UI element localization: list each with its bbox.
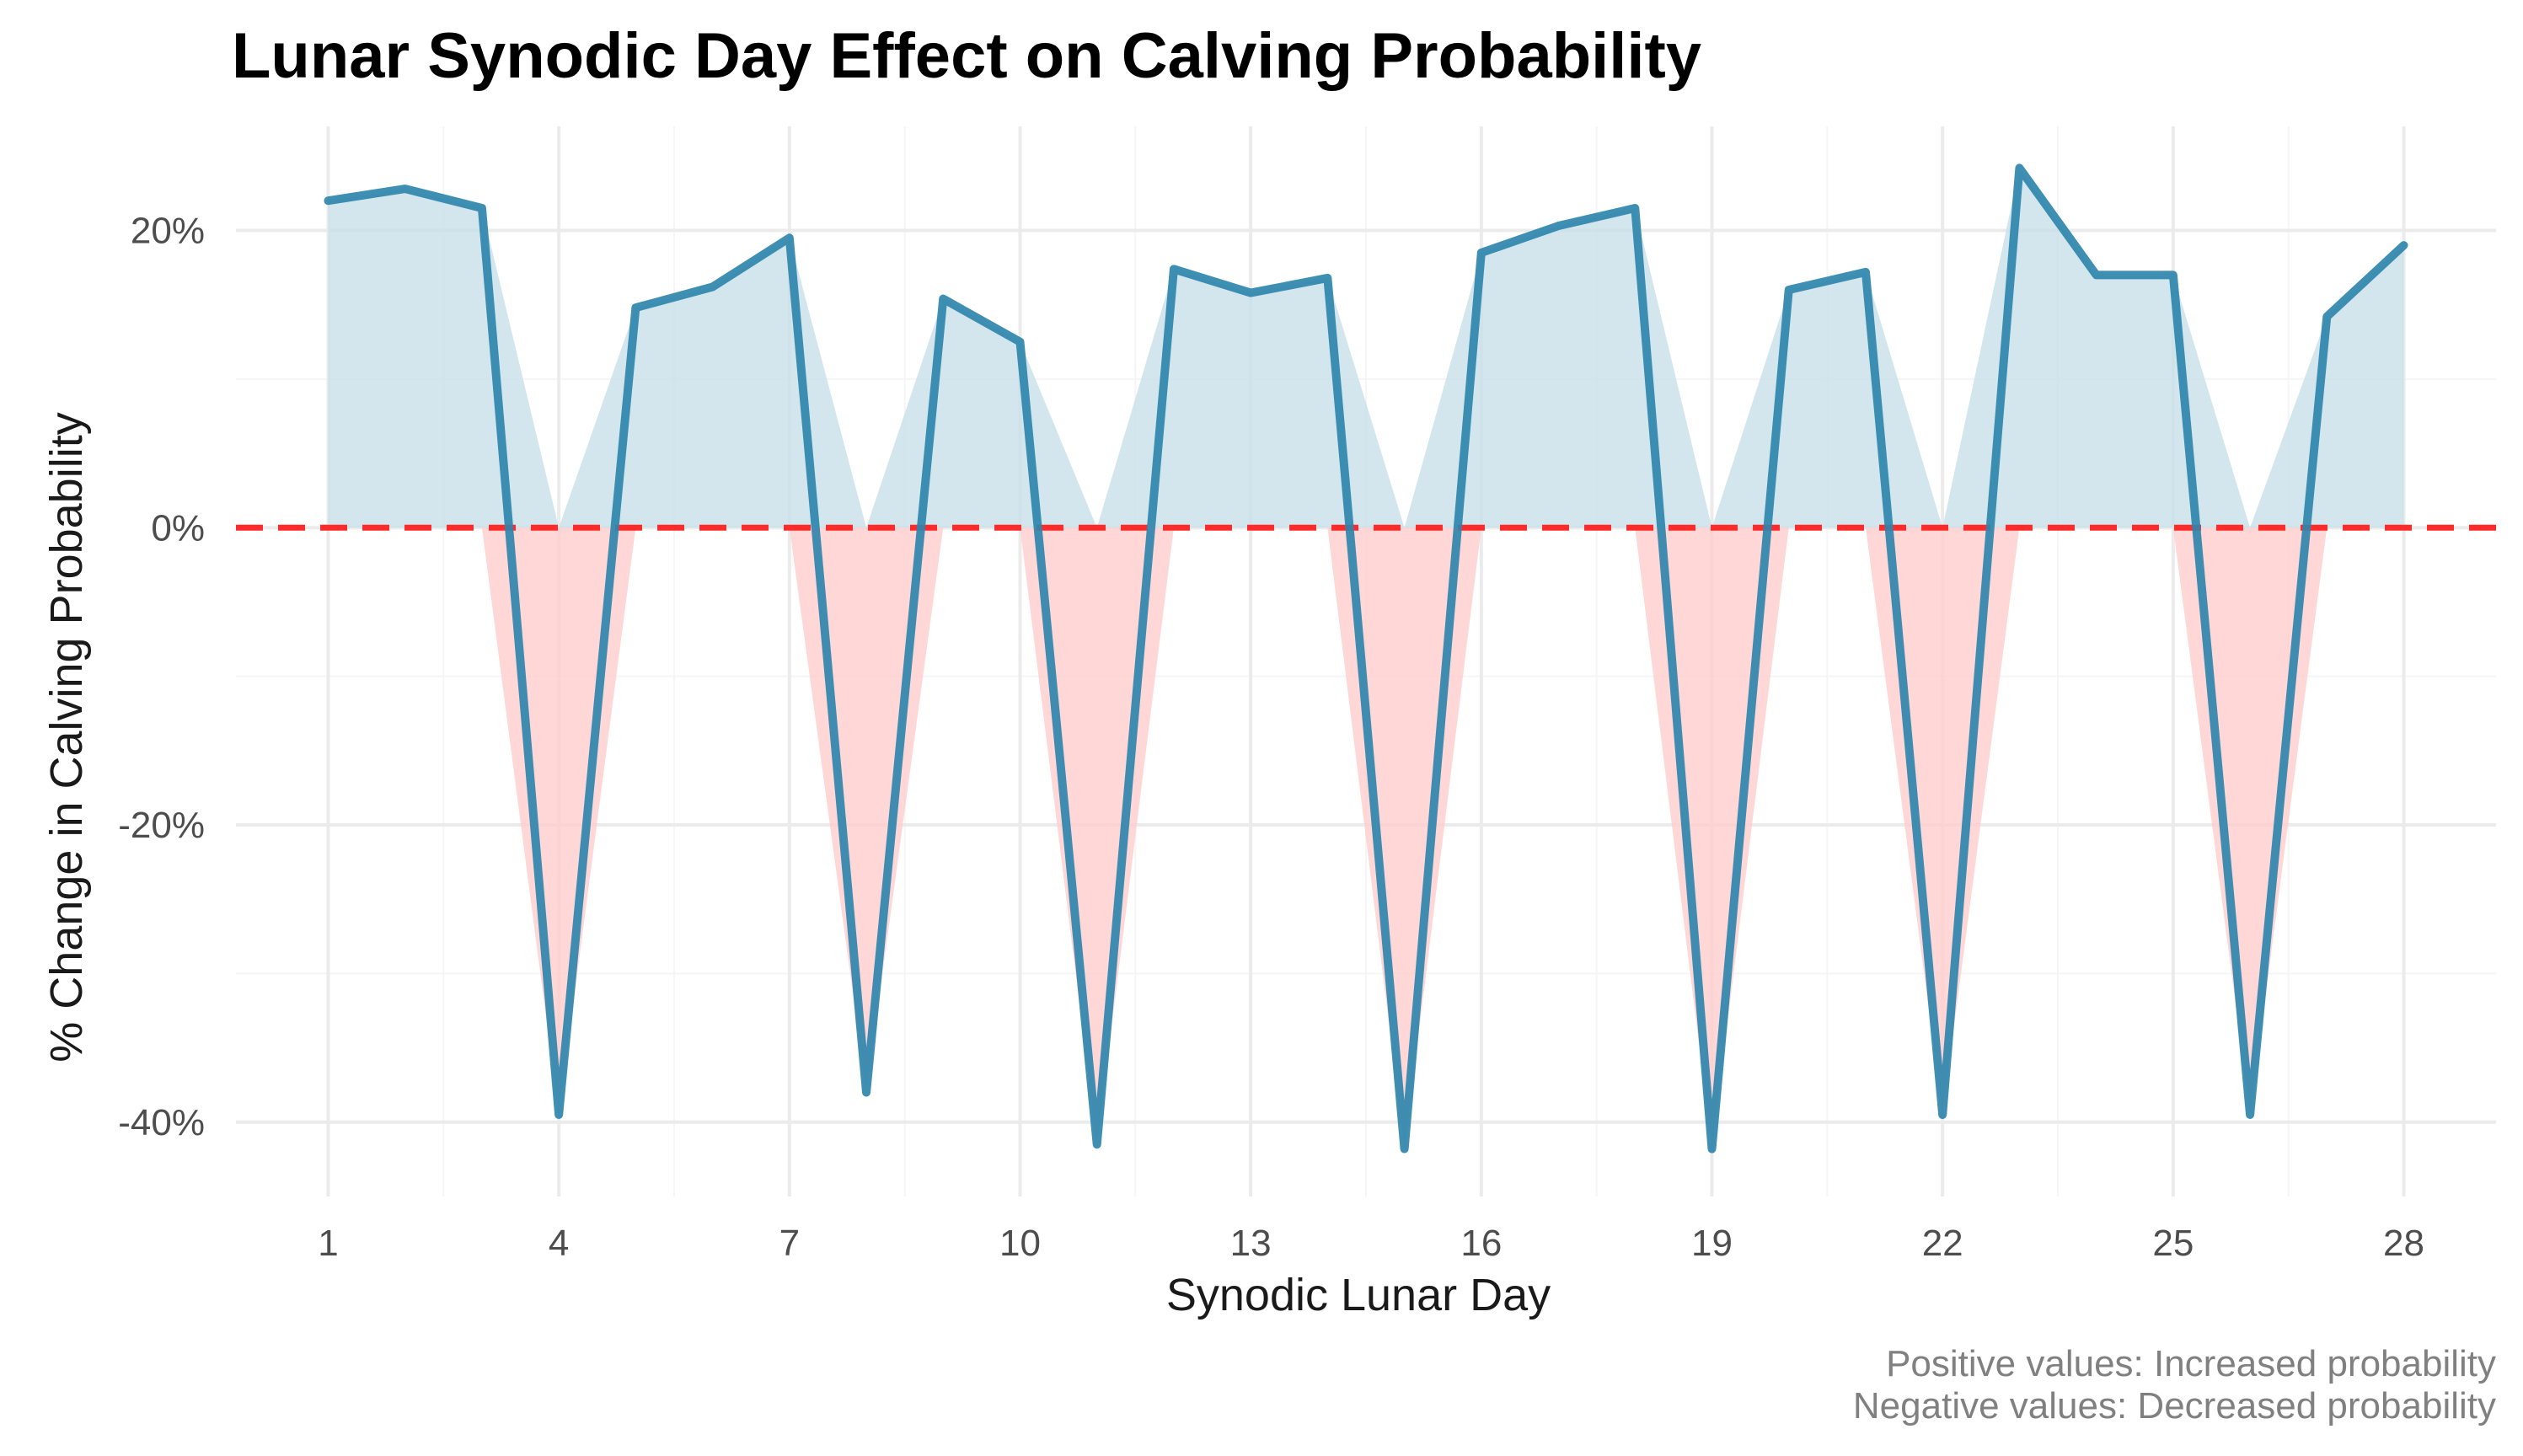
y-axis-title: % Change in Calving Probability — [41, 412, 92, 1062]
x-tick-label: 19 — [1691, 1223, 1733, 1264]
x-axis-ticks: 1 4 7 10 13 16 19 22 25 28 — [318, 1223, 2424, 1264]
x-tick-label: 13 — [1230, 1223, 1272, 1264]
series-line — [324, 163, 2408, 1154]
y-tick-label: 20% — [131, 210, 205, 251]
x-tick-label: 1 — [318, 1223, 338, 1264]
series-lines — [324, 163, 2408, 1154]
caption-negative: Negative values: Decreased probability — [1853, 1385, 2496, 1427]
x-tick-label: 4 — [549, 1223, 569, 1264]
y-tick-label: 0% — [151, 507, 205, 549]
y-axis-ticks: -40% -20% 0% 20% — [118, 210, 205, 1143]
x-tick-label: 10 — [999, 1223, 1041, 1264]
chart-title: Lunar Synodic Day Effect on Calving Prob… — [232, 20, 1701, 92]
x-axis-title: Synodic Lunar Day — [1166, 1270, 1551, 1320]
x-tick-label: 28 — [2383, 1223, 2424, 1264]
negative-area — [328, 527, 2404, 1149]
caption-positive: Positive values: Increased probability — [1886, 1343, 2496, 1384]
x-tick-label: 7 — [779, 1223, 800, 1264]
x-tick-label: 25 — [2152, 1223, 2194, 1264]
y-tick-label: -40% — [118, 1102, 205, 1143]
x-tick-label: 22 — [1922, 1223, 1963, 1264]
y-tick-label: -20% — [118, 805, 205, 846]
x-tick-label: 16 — [1460, 1223, 1502, 1264]
